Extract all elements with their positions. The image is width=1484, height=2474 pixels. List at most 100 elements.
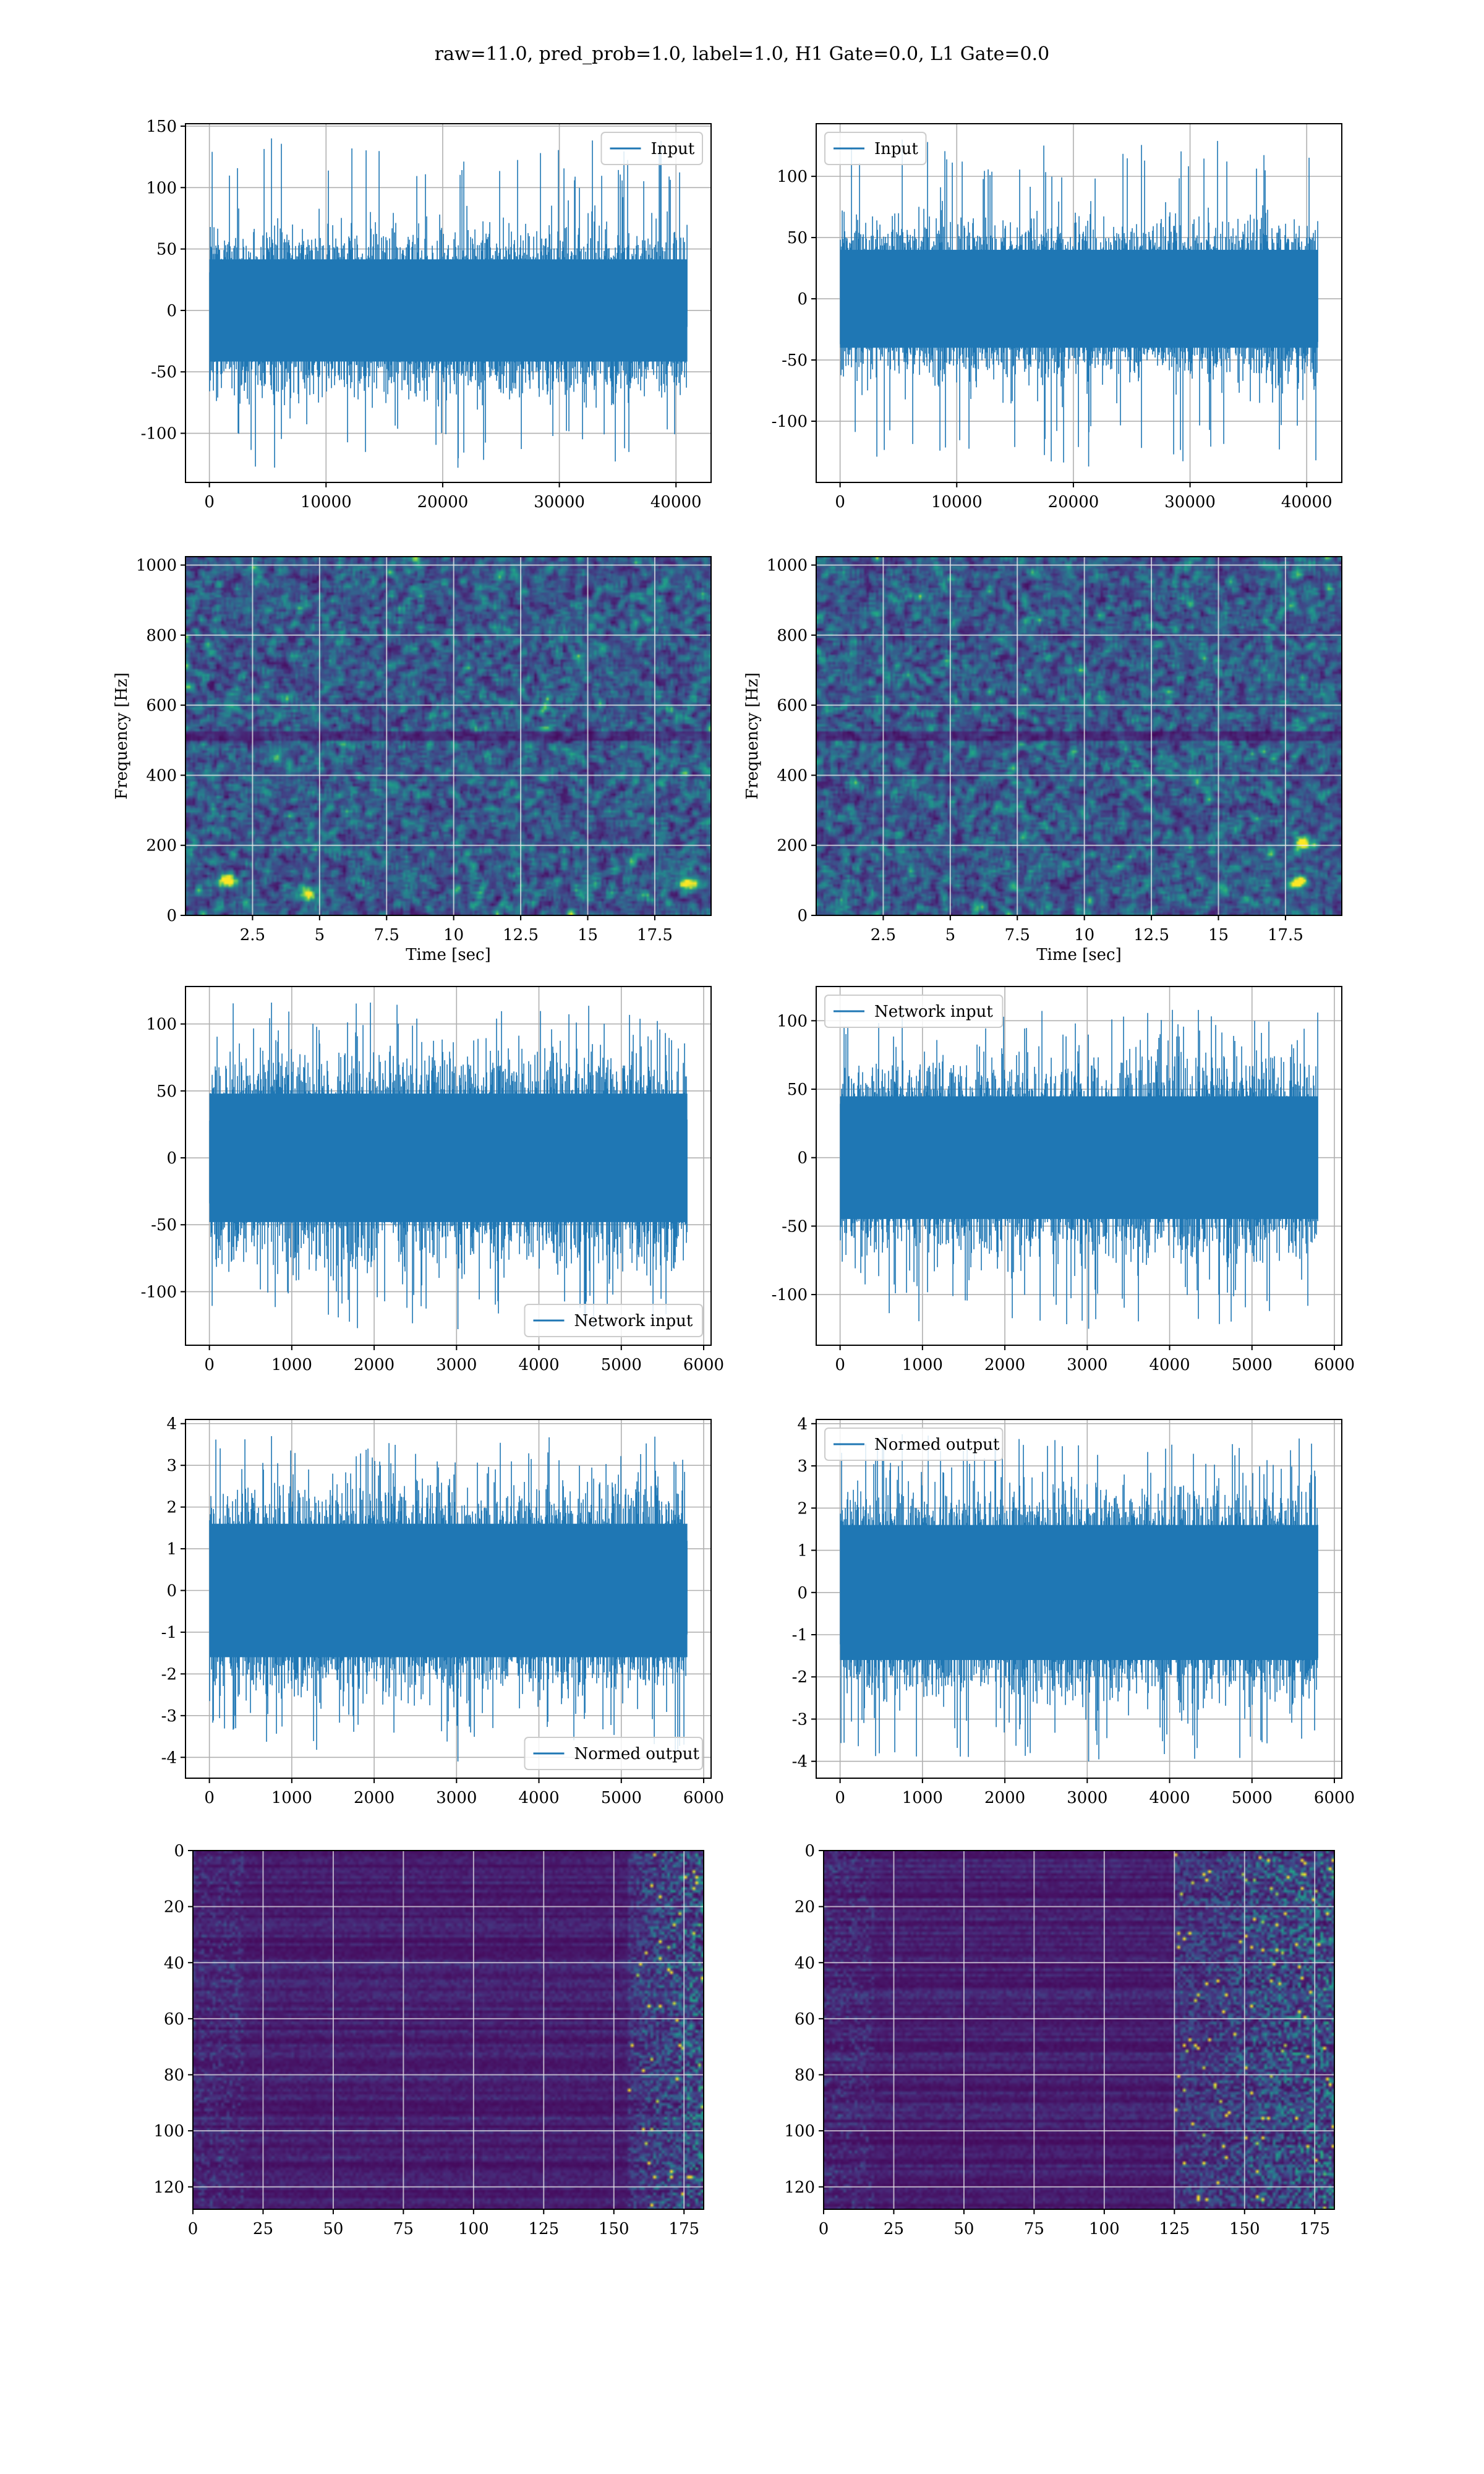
x-tick-label: 25 [253,2220,273,2238]
y-tick-label: 0 [166,907,177,925]
x-tick-label: 3000 [1067,1789,1107,1807]
y-tick-label: 100 [777,168,808,186]
y-tick-label: 100 [784,2122,815,2141]
chart-spectrogram-h1: 2.5 5 7.5 10 12.5 15 17.5 0 200 400 600 800 1000 Time… [113,556,712,964]
y-axis-label: Frequency [Hz] [113,672,131,800]
heatmap-image [816,557,1342,915]
y-tick-label: -100 [772,1286,808,1304]
chart-normed-output-h1: 0 1000 2000 3000 4000 5000 6000 -4 -3 -2 -1 0 1 2 3 4 No… [161,1415,724,1807]
legend-box [824,995,1004,1028]
y-tick-label: 3 [797,1457,808,1476]
x-tick-label: 5 [945,926,956,944]
y-tick-label: 600 [777,696,808,715]
heatmap-image [193,1851,704,2209]
x-tick-label: 17.5 [1268,926,1303,944]
axes-frame [823,1850,1335,2210]
x-tick-label: 12.5 [503,926,539,944]
x-tick-label: 75 [393,2220,414,2238]
y-tick-label: 150 [146,118,177,136]
x-tick-label: 1000 [271,1356,312,1374]
y-tick-label: 3 [166,1457,177,1475]
x-tick-label: 4000 [1149,1356,1190,1374]
x-tick-label: 6000 [1314,1789,1355,1807]
axes-frame [185,986,712,1346]
x-tick-label: 10 [443,926,464,944]
series-core-band [209,1523,688,1658]
axes-frame [185,1419,712,1779]
x-tick-label: 5000 [1232,1356,1273,1374]
chart-features-l1: 0 25 50 75 100 125 150 175 0 20 40 60 80 100 120 [784,1842,1335,2238]
x-tick-label: 15 [1208,926,1229,944]
x-tick-label: 1000 [271,1789,312,1807]
x-tick-label: 10000 [301,493,352,511]
figure-title: raw=11.0, pred_prob=1.0, label=1.0, H1 G… [434,43,1050,65]
y-tick-label: 0 [797,907,808,925]
x-tick-label: 2.5 [871,926,896,944]
x-tick-label: 5000 [1232,1789,1273,1807]
y-tick-label: 2 [166,1499,177,1517]
y-tick-label: -1 [161,1624,177,1642]
y-tick-label: -50 [782,351,808,370]
legend-label: Network input [574,1312,693,1330]
y-tick-label: 100 [146,1016,177,1034]
y-tick-label: 200 [777,837,808,855]
x-tick-label: 125 [528,2220,559,2238]
x-tick-label: 10 [1074,926,1094,944]
y-tick-label: 0 [797,1149,808,1168]
legend: Input [824,132,927,165]
x-tick-label: 0 [188,2220,198,2238]
x-tick-label: 0 [204,493,215,511]
y-tick-label: -100 [772,413,808,431]
axes-frame [185,556,712,916]
x-tick-label: 17.5 [637,926,673,944]
x-tick-label: 5000 [601,1356,642,1374]
x-tick-label: 7.5 [374,926,399,944]
y-tick-label: 100 [146,179,177,197]
x-tick-label: 150 [1229,2220,1260,2238]
x-tick-label: 100 [458,2220,489,2238]
x-tick-label: 4000 [518,1356,559,1374]
y-tick-label: 400 [146,766,177,785]
series-core-band [209,1094,688,1222]
legend-box [824,132,927,165]
x-tick-label: 2.5 [240,926,265,944]
legend-label: Normed output [874,1436,1000,1454]
x-tick-label: 3000 [436,1356,477,1374]
legend-box [824,1427,1004,1461]
legend: Network input [524,1304,703,1337]
x-tick-label: 5000 [601,1789,642,1807]
y-tick-label: 20 [164,1898,184,1917]
y-tick-label: 0 [797,290,808,309]
y-tick-label: 60 [164,2010,184,2029]
y-tick-label: 0 [797,1584,808,1603]
chart-normed-output-l1: 0 1000 2000 3000 4000 5000 6000 -4 -3 -2 -1 0 1 2 3 4 No… [792,1415,1355,1807]
chart-input-l1: 0 10000 20000 30000 40000 -100 -50 0 50 100 Input [772,123,1342,511]
y-tick-label: -4 [161,1748,177,1767]
x-tick-label: 20000 [1048,493,1099,511]
x-tick-label: 30000 [534,493,585,511]
y-tick-label: 1 [166,1540,177,1559]
y-tick-label: 1 [797,1542,808,1560]
y-tick-label: 600 [146,696,177,715]
series-core-band [840,249,1318,348]
x-tick-label: 75 [1024,2220,1044,2238]
x-tick-label: 25 [884,2220,904,2238]
x-tick-label: 50 [953,2220,974,2238]
y-tick-label: -2 [161,1665,177,1684]
x-tick-label: 7.5 [1005,926,1030,944]
x-tick-label: 175 [1299,2220,1330,2238]
y-tick-label: 1000 [767,557,808,575]
legend-label: Normed output [574,1745,700,1763]
x-tick-label: 1000 [902,1356,943,1374]
y-tick-label: 0 [804,1842,815,1860]
x-tick-label: 150 [599,2220,629,2238]
legend: Input [600,132,703,165]
x-tick-label: 40000 [1281,493,1333,511]
x-tick-label: 0 [819,2220,829,2238]
y-tick-label: 50 [156,241,177,259]
x-tick-label: 20000 [417,493,469,511]
legend-box [524,1737,703,1770]
legend-box [600,132,703,165]
axes-frame [185,123,712,483]
y-tick-label: 2 [797,1499,808,1518]
